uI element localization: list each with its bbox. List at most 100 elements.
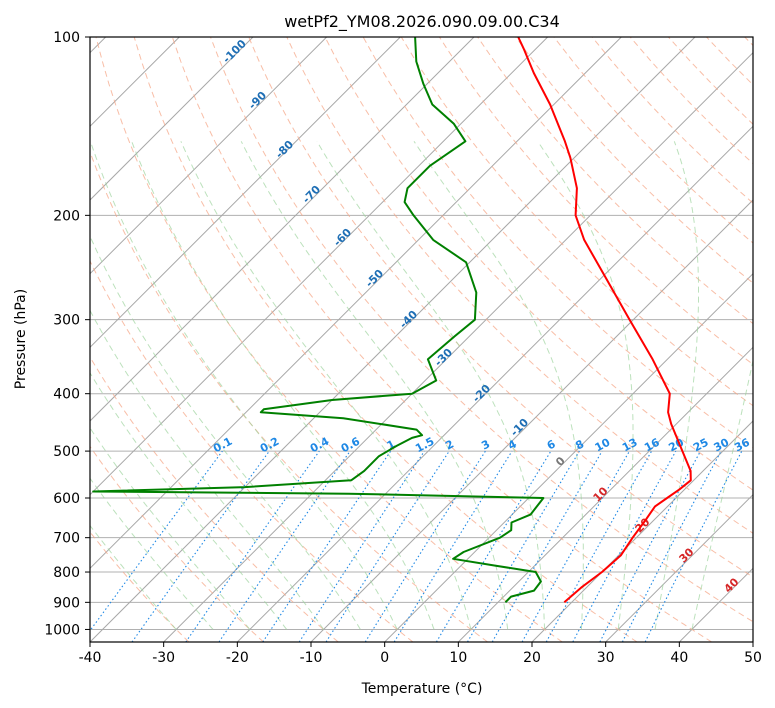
dry-adiabat-line: [286, 37, 753, 534]
mixing-ratio-line: [325, 450, 450, 642]
dry-adiabat-line: [324, 37, 753, 491]
isotherm-label: 10: [591, 484, 611, 504]
dry-adiabat-line: [515, 37, 753, 284]
dry-adiabat-line: [171, 37, 712, 642]
plot-frame: [89, 36, 754, 643]
dry-adiabat-line: [248, 37, 753, 578]
x-tick-label: 30: [597, 650, 615, 666]
isotherm-line: [90, 37, 696, 642]
dry-adiabat-line: [706, 37, 753, 86]
mixing-ratio-line: [545, 450, 653, 642]
mixing-ratio-label: 2: [443, 437, 456, 452]
isotherm-label: -80: [273, 138, 296, 161]
isotherm-line: [90, 37, 254, 201]
isotherm-line: [163, 51, 753, 642]
y-tick-label: 200: [53, 208, 80, 224]
mixing-ratio-line: [435, 450, 552, 642]
isotherm-label: -20: [470, 382, 493, 405]
isotherm-label: -90: [246, 89, 269, 112]
mixing-ratio-line: [572, 450, 677, 642]
axes: -40 -30 -20 -10 0 10 20 30 40 5010020030040050060…: [44, 30, 762, 666]
mixing-ratio-label: 0.6: [339, 435, 363, 456]
mixing-ratio-label: 6: [545, 437, 558, 452]
isotherm-line: [90, 37, 401, 349]
plot-area: 0.1 0.2 0.4 0.6 1 1.5 2 3 4 6 8 10 13 16 20 25 30 36-100-…: [90, 37, 753, 642]
moist-adiabat-line: [90, 141, 398, 630]
x-tick-label: -40: [79, 650, 102, 666]
moist-adiabat-line: [413, 141, 584, 630]
moist-adiabat-line: [654, 141, 699, 630]
moist-adiabat-line: [90, 524, 177, 630]
isotherm-line: [678, 567, 753, 642]
y-tick-label: 500: [53, 444, 80, 460]
isotherm-line: [384, 272, 753, 642]
moist-adiabat-line: [240, 141, 509, 630]
dry-adiabat-line: [90, 356, 339, 642]
mixing-ratio-line: [644, 450, 743, 642]
x-tick-label: 40: [670, 650, 688, 666]
isotherm-line: [605, 493, 753, 642]
y-tick-label: 100: [53, 30, 80, 46]
isotherm-label: -30: [432, 346, 455, 369]
moist-adiabat-line: [691, 358, 753, 630]
mixing-ratio-label: 16: [642, 436, 662, 455]
mixing-ratio-line: [131, 450, 270, 642]
mixing-ratio-label: 3: [479, 437, 492, 452]
mixing-ratio-line: [90, 450, 223, 632]
y-tick-label: 600: [53, 491, 80, 507]
y-tick-label: 700: [53, 531, 80, 547]
isotherm-line: [457, 346, 753, 642]
isotherm-line: [236, 125, 753, 642]
isotherm-label: 30: [677, 545, 697, 565]
isotherm-line: [90, 37, 549, 496]
x-tick-label: 50: [744, 650, 762, 666]
mixing-ratio-line: [262, 450, 392, 642]
isotherm-line: [531, 420, 753, 642]
dry-adiabat-line: [553, 37, 753, 244]
isotherm-label: 40: [722, 575, 742, 595]
isotherm-label: -40: [397, 308, 420, 331]
mixing-ratio-label: 10: [593, 436, 613, 455]
y-tick-label: 1000: [44, 622, 80, 638]
dry-adiabat-line: [744, 37, 753, 47]
dry-adiabat-line: [90, 150, 488, 642]
dry-adiabat-line: [210, 37, 753, 623]
dewpoint-profile: [92, 37, 545, 604]
isotherm-line: [90, 37, 328, 275]
isotherm-label: -100: [220, 37, 249, 66]
moist-adiabat-line: [131, 141, 435, 630]
x-tick-label: -10: [300, 650, 323, 666]
dry-adiabat-line: [90, 445, 264, 642]
dry-adiabat-line: [133, 37, 638, 642]
mixing-ratio-label: 4: [506, 437, 519, 452]
x-axis-label: Temperature (°C): [361, 681, 483, 697]
isotherm-label: -70: [300, 183, 323, 206]
moist-adiabat-line: [90, 477, 214, 630]
mixing-ratio-label: 30: [712, 436, 732, 455]
moist-adiabat-line: [180, 141, 472, 630]
moist-adiabat-line: [90, 235, 361, 630]
dry-adiabat-line: [90, 259, 414, 642]
isotherm-label: -50: [363, 267, 386, 290]
x-tick-label: 20: [523, 650, 541, 666]
isotherm-line: [90, 37, 622, 570]
mixing-ratio-label: 1: [385, 437, 398, 452]
y-tick-label: 800: [53, 565, 80, 581]
y-axis-label: Pressure (hPa): [13, 289, 29, 389]
x-tick-label: -30: [152, 650, 175, 666]
isotherm-label: -60: [331, 226, 354, 249]
isotherm-line: [90, 37, 475, 422]
mixing-ratio-label: 0.4: [308, 435, 332, 456]
isotherm-line: [752, 641, 753, 642]
mixing-ratio-label: 25: [691, 436, 711, 455]
dry-adiabat-line: [95, 37, 563, 642]
mixing-ratio-label: 13: [620, 436, 640, 455]
y-tick-label: 300: [53, 313, 80, 329]
temperature-profile: [517, 37, 692, 604]
x-tick-label: 0: [380, 650, 389, 666]
mixing-ratio-line: [521, 450, 630, 642]
moist-adiabat-line: [90, 427, 251, 630]
moist-adiabat-line: [316, 141, 546, 630]
x-tick-label: 10: [449, 650, 467, 666]
x-tick-label: -20: [226, 650, 249, 666]
